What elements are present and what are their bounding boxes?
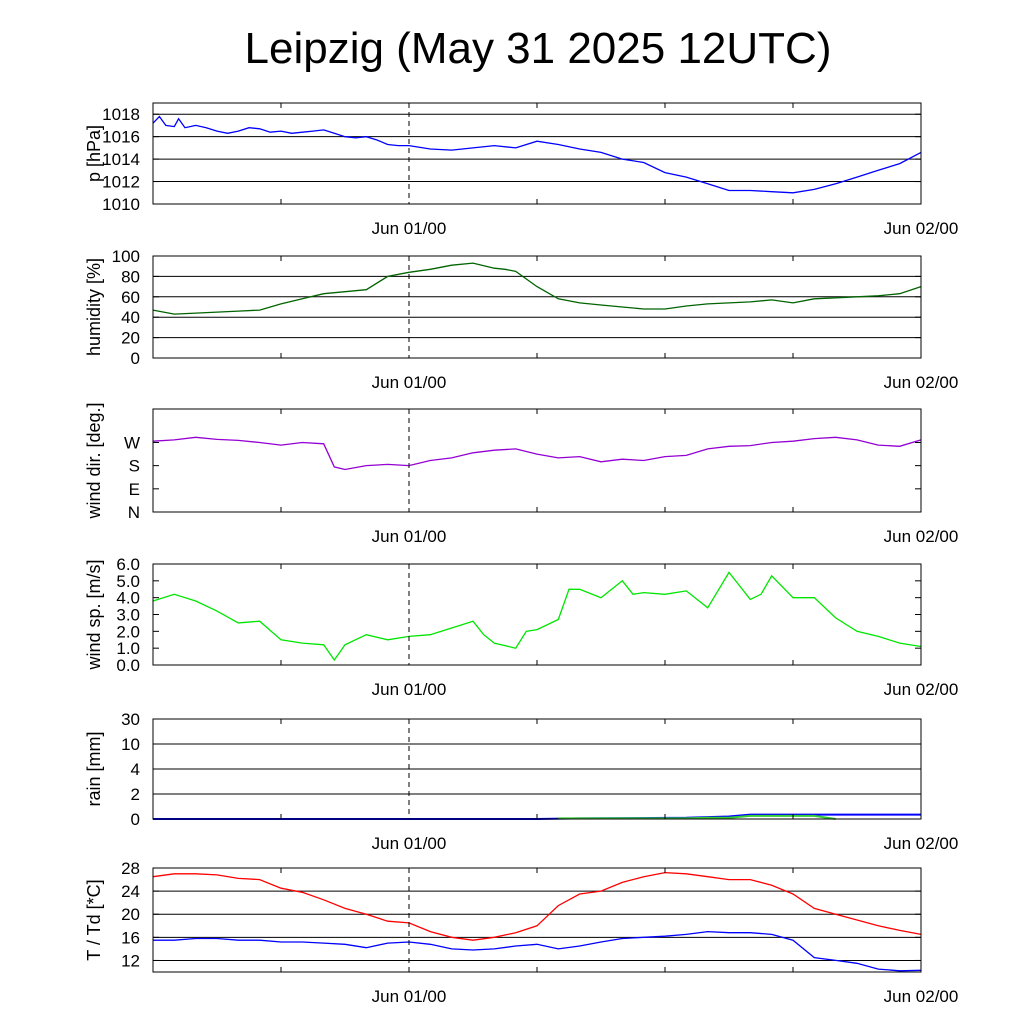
pressure-ytick-label: 1018	[102, 105, 140, 124]
wind-speed-ytick-label: 1.0	[116, 639, 140, 658]
wind-dir-ytick-label: S	[129, 457, 140, 476]
rain-xtick-label: Jun 02/00	[884, 834, 959, 853]
temperature-ytick-label: 16	[121, 928, 140, 947]
rain-ytick-label: 4	[131, 760, 140, 779]
pressure-ytick-label: 1016	[102, 128, 140, 147]
rain-ytick-label: 2	[131, 785, 140, 804]
pressure-frame	[152, 102, 922, 205]
wind-dir-frame	[152, 408, 922, 513]
wind-dir-xtick-label: Jun 01/00	[372, 527, 447, 546]
humidity-ylabel: humidity [%]	[84, 258, 104, 356]
temperature-xtick-label: Jun 02/00	[884, 987, 959, 1006]
temperature-series-0	[152, 871, 922, 941]
humidity-ytick-label: 100	[112, 247, 140, 266]
wind-dir-ylabel: wind dir. [deg.]	[84, 402, 104, 519]
humidity-ytick-label: 60	[121, 288, 140, 307]
rain-panel: 0 2 4 10 30 Jun 01/00 Jun 02/00 rain [mm]	[84, 710, 958, 853]
rain-series-1	[558, 814, 836, 820]
wind-speed-ytick-label: 4.0	[116, 589, 140, 608]
pressure-xtick-label: Jun 01/00	[372, 219, 447, 238]
pressure-panel: 1010 1012 1014 1016 1018 Jun 01/00 Jun 02/00 p …	[84, 102, 959, 238]
temperature-series-1	[153, 930, 922, 972]
wind-speed-ytick-label: 3.0	[116, 606, 140, 625]
wind-speed-ytick-label: 6.0	[116, 555, 140, 574]
temperature-ytick-label: 20	[121, 905, 140, 924]
temperature-ytick-label: 28	[121, 859, 140, 878]
rain-ytick-label: 10	[121, 735, 140, 754]
humidity-ytick-label: 20	[121, 329, 140, 348]
wind-dir-ytick-label: W	[124, 433, 140, 452]
wind-dir-series-0	[152, 436, 922, 471]
wind-speed-xtick-label: Jun 01/00	[372, 680, 447, 699]
wind-speed-ytick-label: 5.0	[116, 572, 140, 591]
humidity-ytick-label: 0	[131, 349, 140, 368]
humidity-ytick-label: 80	[121, 267, 140, 286]
temperature-ylabel: T / Td [*C]	[84, 879, 104, 960]
humidity-series-0	[152, 262, 922, 315]
pressure-ylabel: p [hPa]	[84, 125, 104, 182]
humidity-xtick-label: Jun 01/00	[372, 373, 447, 392]
temperature-xtick-label: Jun 01/00	[372, 987, 447, 1006]
temperature-panel: 12 16 20 24 28 Jun 01/00 Jun 02/00 T / Td [*C]	[84, 859, 958, 1006]
wind-speed-ylabel: wind sp. [m/s]	[84, 559, 104, 670]
pressure-xtick-label: Jun 02/00	[884, 219, 959, 238]
rain-ytick-label: 30	[121, 710, 140, 729]
wind-dir-xtick-label: Jun 02/00	[884, 527, 959, 546]
rain-ytick-label: 0	[131, 810, 140, 829]
temperature-ytick-label: 12	[121, 951, 140, 970]
chart-title: Leipzig (May 31 2025 12UTC)	[244, 24, 832, 73]
temperature-ytick-label: 24	[121, 882, 140, 901]
humidity-xtick-label: Jun 02/00	[884, 373, 959, 392]
wind-speed-series-0	[152, 571, 922, 662]
pressure-ytick-label: 1014	[102, 150, 140, 169]
wind-speed-ytick-label: 0.0	[116, 656, 140, 675]
pressure-ytick-label: 1010	[102, 195, 140, 214]
pressure-ytick-label: 1012	[102, 173, 140, 192]
rain-xtick-label: Jun 01/00	[372, 834, 447, 853]
rain-ylabel: rain [mm]	[84, 731, 104, 806]
wind-speed-frame	[152, 563, 922, 666]
wind-dir-ytick-label: N	[128, 503, 140, 522]
wind-dir-ytick-label: E	[129, 480, 140, 499]
pressure-series-0	[152, 115, 922, 194]
wind-speed-ytick-label: 2.0	[116, 622, 140, 641]
wind-speed-panel: 0.01.02.03.04.05.06.0 Jun 01/00 Jun 02/00 w…	[84, 555, 958, 699]
wind-speed-xtick-label: Jun 02/00	[884, 680, 959, 699]
humidity-ytick-label: 40	[121, 308, 140, 327]
